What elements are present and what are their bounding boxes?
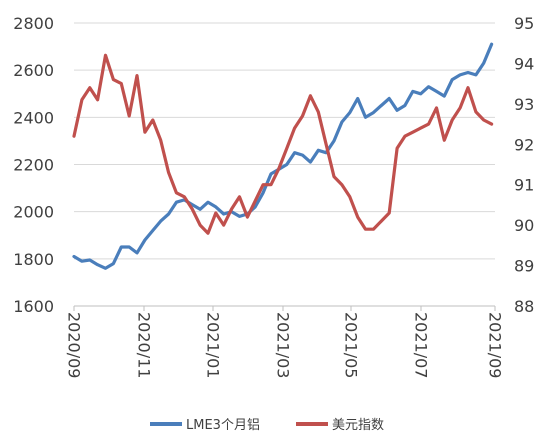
series-line-usd-index: [72, 53, 494, 235]
left-tick-label: 2400: [13, 108, 54, 127]
x-tick-label: 2020/11: [134, 312, 153, 378]
series-line-lme-aluminum: [72, 42, 494, 270]
x-tick-label: 2021/05: [341, 312, 360, 378]
left-tick-label: 2200: [13, 156, 54, 175]
right-tick-label: 88: [514, 297, 534, 316]
left-tick-label: 2600: [13, 61, 54, 80]
right-tick-label: 95: [514, 14, 534, 33]
x-tick-label: 2021/07: [411, 312, 430, 378]
legend-item-usd-index-label: 美元指数: [332, 418, 384, 433]
right-tick-label: 93: [514, 95, 534, 114]
legend-item-lme-aluminum-label: LME3个月铝: [186, 418, 260, 433]
x-tick-label: 2021/09: [485, 312, 504, 378]
left-tick-label: 1800: [13, 250, 54, 269]
right-tick-label: 91: [514, 176, 534, 195]
left-tick-label: 1600: [13, 297, 54, 316]
left-tick-label: 2000: [13, 203, 54, 222]
right-tick-label: 89: [514, 257, 534, 276]
left-tick-label: 2800: [13, 14, 54, 33]
right-tick-label: 90: [514, 216, 534, 235]
right-tick-label: 94: [514, 54, 534, 73]
x-tick-label: 2021/03: [273, 312, 292, 378]
x-tick-label: 2020/09: [64, 312, 83, 378]
x-tick-label: 2021/01: [203, 312, 222, 378]
right-tick-label: 92: [514, 135, 534, 154]
